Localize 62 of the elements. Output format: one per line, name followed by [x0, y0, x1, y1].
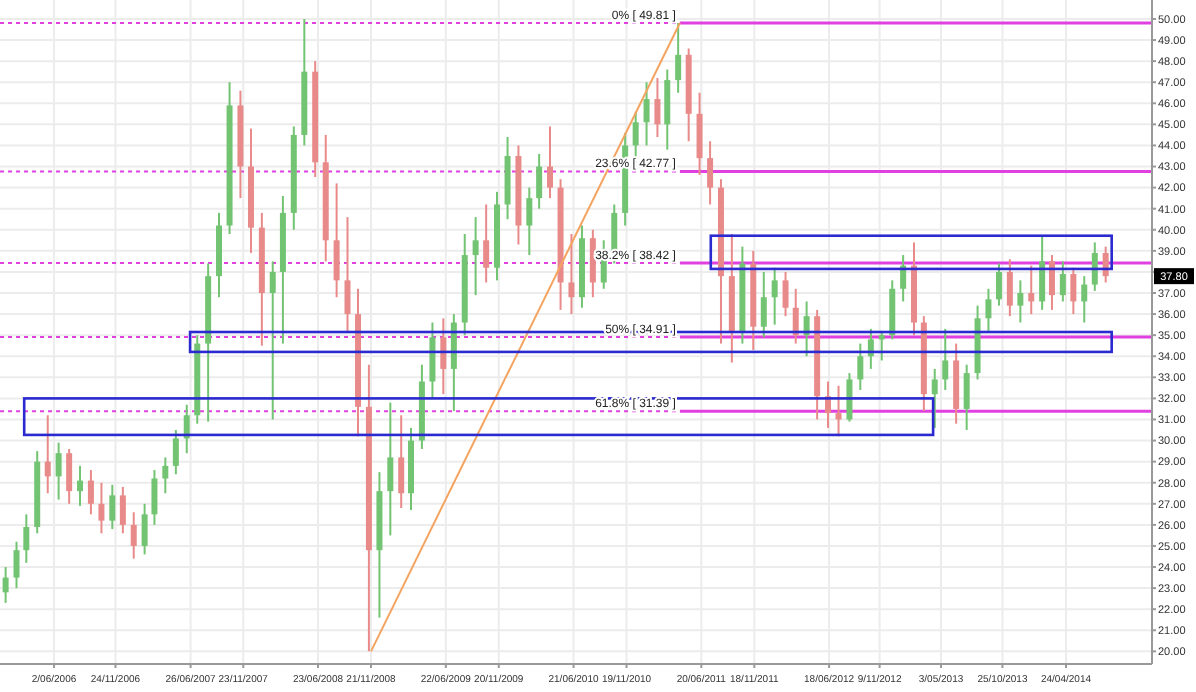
candlestick: [1048, 254, 1055, 311]
candlestick: [526, 186, 533, 257]
candlestick: [760, 270, 767, 339]
candlestick: [889, 279, 896, 341]
candlestick: [429, 321, 436, 400]
candlestick: [1081, 275, 1088, 324]
candlestick: [398, 414, 405, 510]
candlestick: [1102, 245, 1109, 284]
candlestick: [568, 232, 575, 316]
candlestick: [1028, 264, 1035, 316]
candlestick: [707, 140, 714, 206]
candlestick: [643, 81, 650, 147]
candlestick: [344, 216, 351, 332]
candlestick: [98, 481, 105, 535]
candlestick: [942, 327, 949, 391]
candlestick: [119, 485, 126, 535]
candlestick: [109, 483, 116, 531]
candlestick: [1006, 258, 1013, 318]
candlestick: [55, 441, 62, 501]
candlestick: [66, 447, 73, 505]
candlestick: [664, 68, 671, 151]
candlestick: [536, 152, 543, 210]
candlestick: [995, 262, 1002, 307]
candlestick: [1017, 279, 1024, 324]
candlestick: [87, 469, 94, 516]
candlestick: [963, 363, 970, 432]
candlestick: [162, 456, 169, 495]
candlestick: [141, 502, 148, 556]
candlestick: [387, 401, 394, 537]
candlestick: [846, 372, 853, 423]
candlestick: [835, 384, 842, 438]
candlestick: [1091, 241, 1098, 292]
candlestick: [23, 513, 30, 564]
candlestick: [472, 216, 479, 297]
candlestick: [151, 469, 158, 526]
candlestick: [130, 511, 137, 560]
candlestick: [450, 313, 457, 413]
candlestick: [2, 566, 9, 604]
candlestick: [931, 367, 938, 429]
candlestick: [483, 203, 490, 284]
candlestick: [333, 182, 340, 299]
candlestick: [77, 464, 84, 507]
candlestick: [1059, 260, 1066, 303]
candlestick: [654, 76, 661, 139]
candlestick: [900, 254, 907, 303]
candlestick: [696, 91, 703, 176]
candlestick: [440, 317, 447, 396]
candlestick: [1070, 266, 1077, 316]
candlestick: [985, 287, 992, 332]
candlestick: [44, 414, 51, 495]
candlestick: [172, 429, 179, 476]
candlestick: [675, 21, 682, 94]
candlestick: [792, 287, 799, 345]
candlestick: [782, 270, 789, 318]
candlestick: [878, 329, 885, 362]
candlestick: [771, 266, 778, 326]
candlestick: [269, 260, 276, 421]
candlestick: [13, 540, 20, 590]
candlestick: [183, 403, 190, 455]
candlestick: [547, 125, 554, 200]
candlestick: [857, 342, 864, 391]
candlestick: [1039, 235, 1046, 311]
